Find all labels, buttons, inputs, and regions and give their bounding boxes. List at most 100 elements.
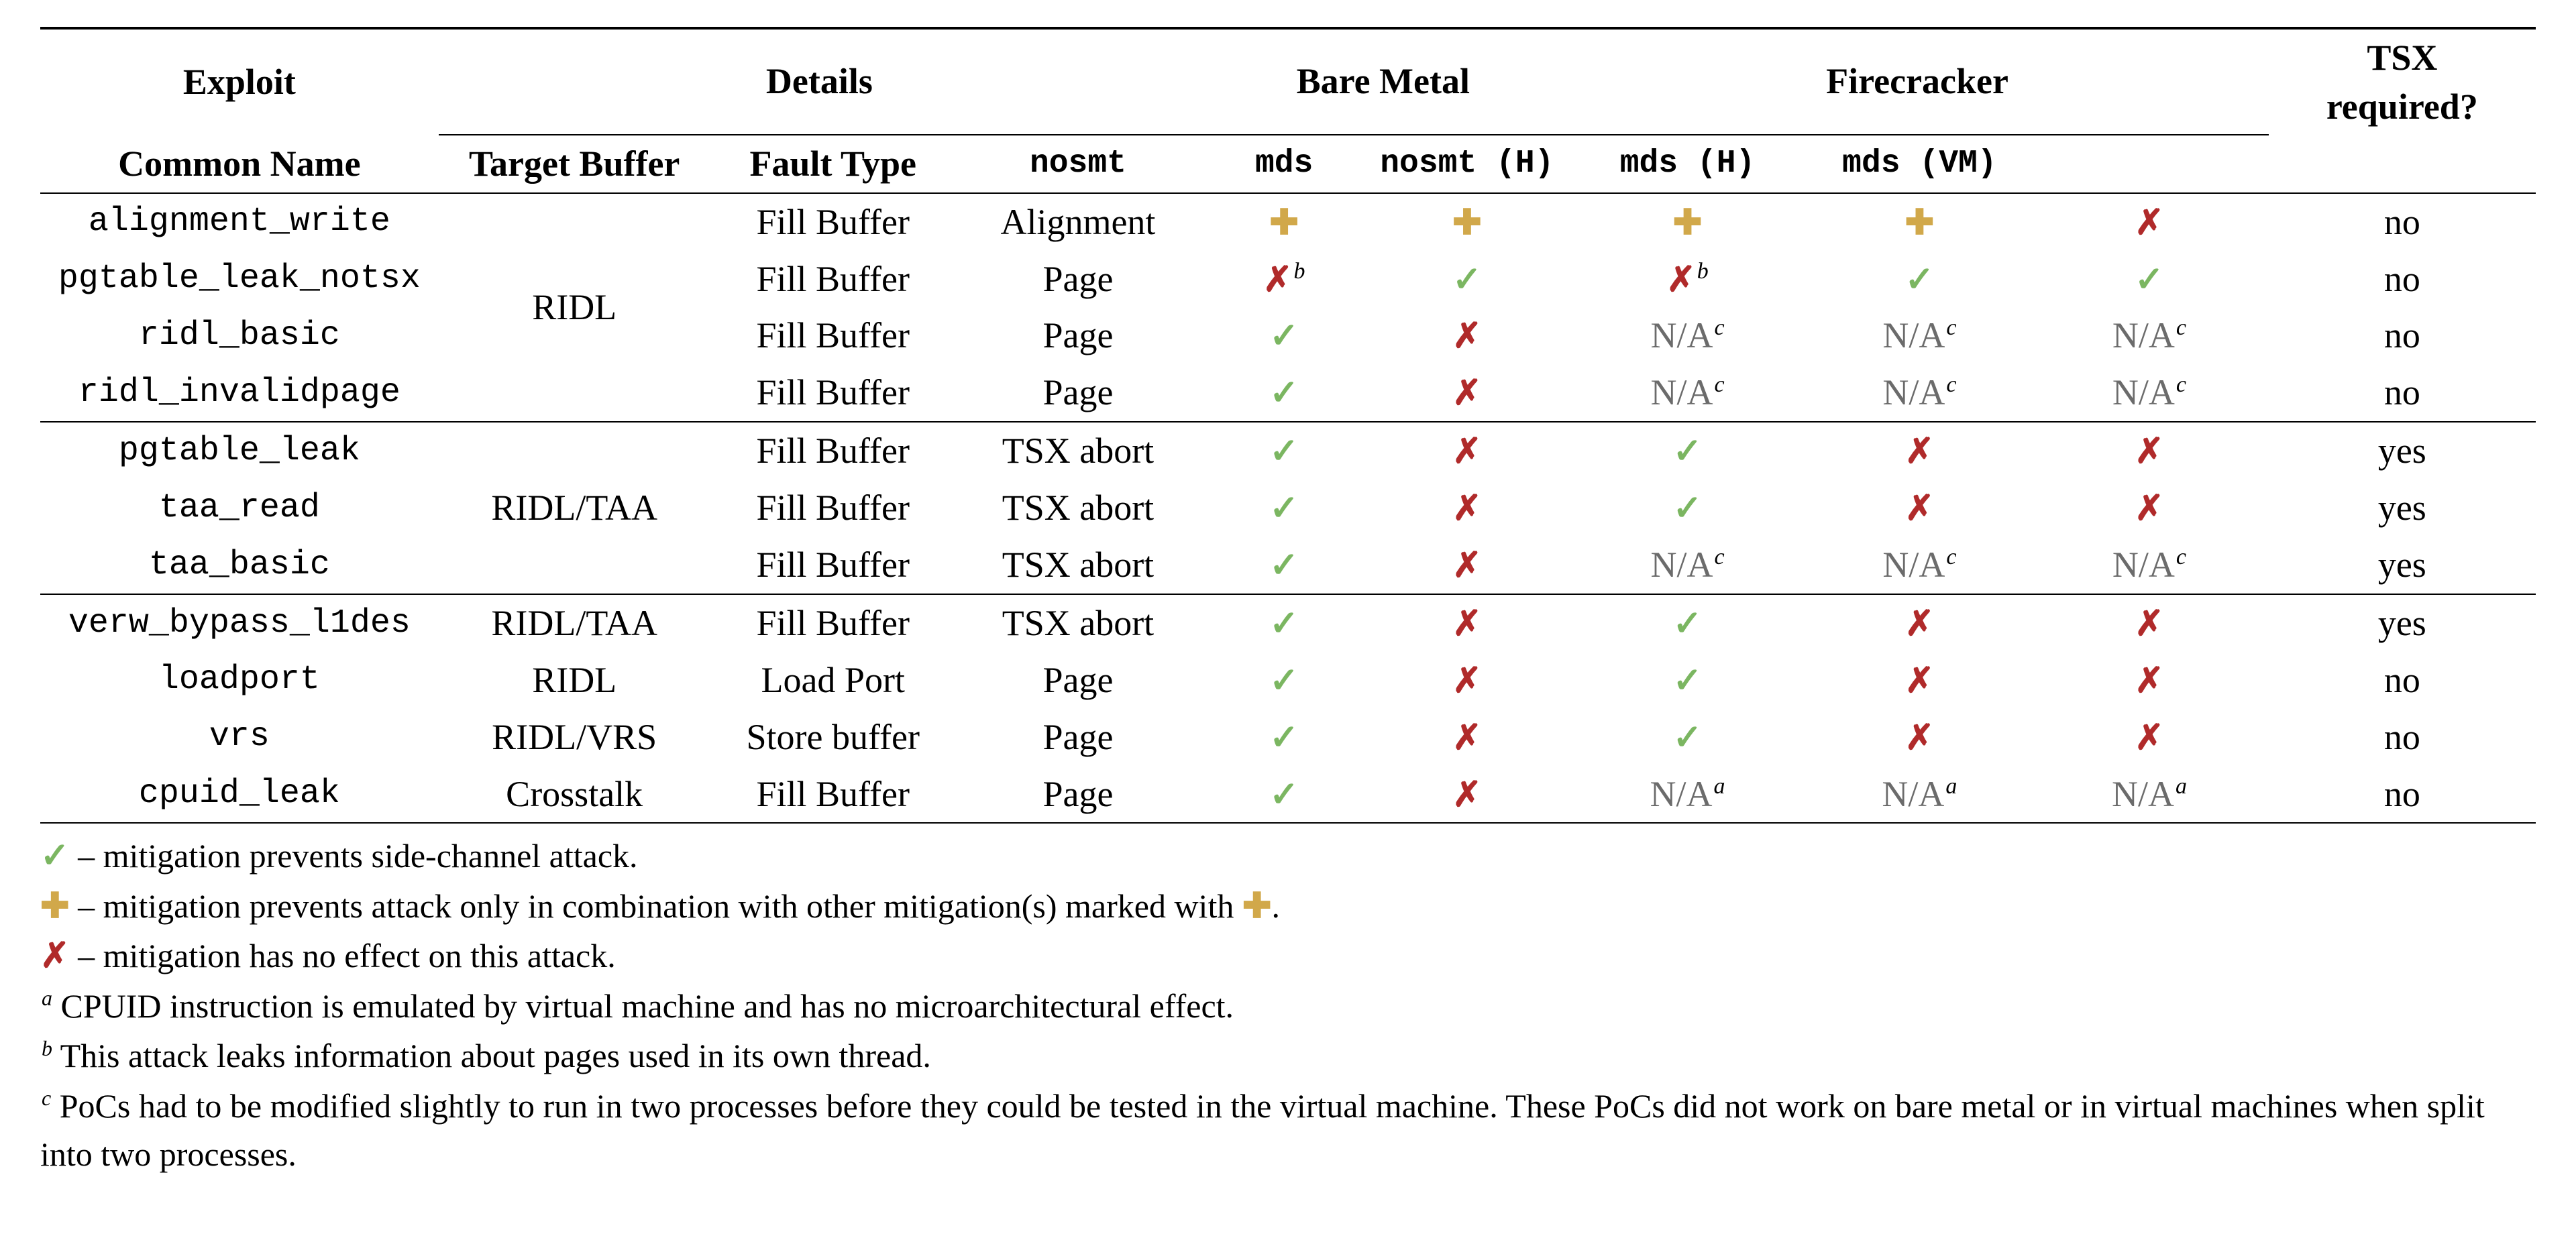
cell-exploit: verw_bypass_l1des (40, 594, 439, 652)
legend-note-c: c PoCs had to be modified slightly to ru… (40, 1082, 2536, 1179)
cell-fc-mds-vm: ✗ (2030, 480, 2268, 537)
cell-tsx-required: yes (2269, 594, 2536, 652)
legend-check: ✓ – mitigation prevents side-channel att… (40, 832, 2536, 881)
cell-fc-mds-vm: ✗ (2030, 709, 2268, 766)
cell-fault-type: Page (956, 307, 1200, 364)
table-row: taa_readFill BufferTSX abort✓✗✓✗✗yes (40, 480, 2536, 537)
hdr-tsx-line1: TSX (2367, 38, 2437, 78)
cell-fc-mds-vm: N/Aa (2030, 766, 2268, 824)
cell-tsx-required: yes (2269, 537, 2536, 594)
cell-tsx-required: yes (2269, 480, 2536, 537)
table-row: ridl_basicFill BufferPage✓✗N/AcN/AcN/Acn… (40, 307, 2536, 364)
cell-exploit: alignment_write (40, 193, 439, 251)
cell-bm-mds: ✗ (1368, 307, 1566, 364)
cell-fc-mds-h: N/Ac (1809, 307, 2031, 364)
cell-fc-mds-vm: ✗ (2030, 422, 2268, 480)
cell-tsx-required: no (2269, 307, 2536, 364)
cell-exploit: pgtable_leak_notsx (40, 251, 439, 308)
hdr-bm-mds: mds (1200, 135, 1368, 193)
cell-fc-nosmt-h: ✚ (1566, 193, 1809, 251)
hdr-fc-mds-h: mds (H) (1566, 135, 1809, 193)
cell-fc-mds-h: ✗ (1809, 594, 2031, 652)
cell-fault-type: TSX abort (956, 594, 1200, 652)
cell-fc-nosmt-h: ✓ (1566, 594, 1809, 652)
cell-bm-nosmt: ✓ (1200, 537, 1368, 594)
cell-fault-type: TSX abort (956, 422, 1200, 480)
cell-fc-mds-h: ✗ (1809, 480, 2031, 537)
cell-fault-type: Page (956, 251, 1200, 308)
cell-common-name: RIDL/TAA (439, 422, 710, 594)
cell-fc-nosmt-h: N/Ac (1566, 537, 1809, 594)
cell-target-buffer: Fill Buffer (710, 193, 956, 251)
cell-common-name: RIDL (439, 193, 710, 423)
table-row: ridl_invalidpageFill BufferPage✓✗N/AcN/A… (40, 364, 2536, 422)
page: Exploit Details Bare Metal Firecracker T… (0, 0, 2576, 1207)
cell-exploit: cpuid_leak (40, 766, 439, 824)
cell-common-name: RIDL/TAA (439, 594, 710, 652)
cell-fc-mds-h: ✗ (1809, 652, 2031, 709)
legend-cross: ✗ – mitigation has no effect on this att… (40, 932, 2536, 980)
cell-common-name: Crosstalk (439, 766, 710, 824)
table-header: Exploit Details Bare Metal Firecracker T… (40, 28, 2536, 193)
hdr-fault-type: Fault Type (710, 135, 956, 193)
cell-exploit: taa_basic (40, 537, 439, 594)
hdr-bm-nosmt: nosmt (956, 135, 1200, 193)
cell-fc-mds-h: ✚ (1809, 193, 2031, 251)
cell-exploit: pgtable_leak (40, 422, 439, 480)
cell-fault-type: Page (956, 766, 1200, 824)
legend-check-text: – mitigation prevents side-channel attac… (70, 837, 638, 875)
table-row: loadportRIDLLoad PortPage✓✗✓✗✗no (40, 652, 2536, 709)
cell-bm-nosmt: ✓ (1200, 766, 1368, 824)
cell-exploit: taa_read (40, 480, 439, 537)
cell-common-name: RIDL/VRS (439, 709, 710, 766)
cell-bm-nosmt: ✓ (1200, 652, 1368, 709)
table-row: cpuid_leakCrosstalkFill BufferPage✓✗N/Aa… (40, 766, 2536, 824)
legend-note-b: b This attack leaks information about pa… (40, 1031, 2536, 1080)
legend-plus: ✚ – mitigation prevents attack only in c… (40, 882, 2536, 931)
legend-plus-text-pre: – mitigation prevents attack only in com… (70, 887, 1242, 925)
cell-fc-nosmt-h: ✓ (1566, 422, 1809, 480)
cell-bm-nosmt: ✓ (1200, 594, 1368, 652)
cell-target-buffer: Fill Buffer (710, 537, 956, 594)
cell-bm-mds: ✗ (1368, 422, 1566, 480)
cell-fc-mds-vm: ✗ (2030, 193, 2268, 251)
cell-target-buffer: Fill Buffer (710, 594, 956, 652)
cell-fc-nosmt-h: N/Ac (1566, 307, 1809, 364)
cell-bm-nosmt: ✓ (1200, 422, 1368, 480)
cell-fc-mds-vm: ✗ (2030, 594, 2268, 652)
cell-fc-mds-vm: ✓ (2030, 251, 2268, 308)
cell-fault-type: Alignment (956, 193, 1200, 251)
table-body: alignment_writeRIDLFill BufferAlignment✚… (40, 193, 2536, 824)
cell-fc-mds-h: ✗ (1809, 422, 2031, 480)
cell-tsx-required: no (2269, 251, 2536, 308)
cross-icon: ✗ (40, 939, 70, 974)
cell-bm-nosmt: ✗b (1200, 251, 1368, 308)
cell-bm-mds: ✗ (1368, 537, 1566, 594)
cell-fc-nosmt-h: N/Aa (1566, 766, 1809, 824)
cell-bm-mds: ✗ (1368, 480, 1566, 537)
hdr-target-buffer: Target Buffer (439, 135, 710, 193)
cell-exploit: loadport (40, 652, 439, 709)
hdr-exploit: Exploit (40, 28, 439, 135)
cell-bm-mds: ✗ (1368, 709, 1566, 766)
cell-fc-mds-h: ✓ (1809, 251, 2031, 308)
cell-target-buffer: Store buffer (710, 709, 956, 766)
cell-fc-mds-vm: N/Ac (2030, 307, 2268, 364)
table-row: pgtable_leak_notsxFill BufferPage✗b✓✗b✓✓… (40, 251, 2536, 308)
cell-target-buffer: Fill Buffer (710, 251, 956, 308)
cell-fault-type: Page (956, 709, 1200, 766)
legend-plus-text-post: . (1271, 887, 1280, 925)
cell-bm-mds: ✓ (1368, 251, 1566, 308)
cell-fc-nosmt-h: ✓ (1566, 709, 1809, 766)
cell-fc-mds-vm: ✗ (2030, 652, 2268, 709)
hdr-details: Details (439, 28, 1200, 135)
hdr-fc-mds-vm: mds (VM) (1809, 135, 2031, 193)
cell-bm-mds: ✗ (1368, 364, 1566, 422)
plus-icon: ✚ (1242, 889, 1272, 924)
cell-fc-nosmt-h: ✓ (1566, 480, 1809, 537)
cell-bm-nosmt: ✓ (1200, 709, 1368, 766)
legend-b-text: This attack leaks information about page… (52, 1037, 931, 1074)
legend-note-a: a CPUID instruction is emulated by virtu… (40, 982, 2536, 1031)
cell-target-buffer: Fill Buffer (710, 307, 956, 364)
cell-common-name: RIDL (439, 652, 710, 709)
